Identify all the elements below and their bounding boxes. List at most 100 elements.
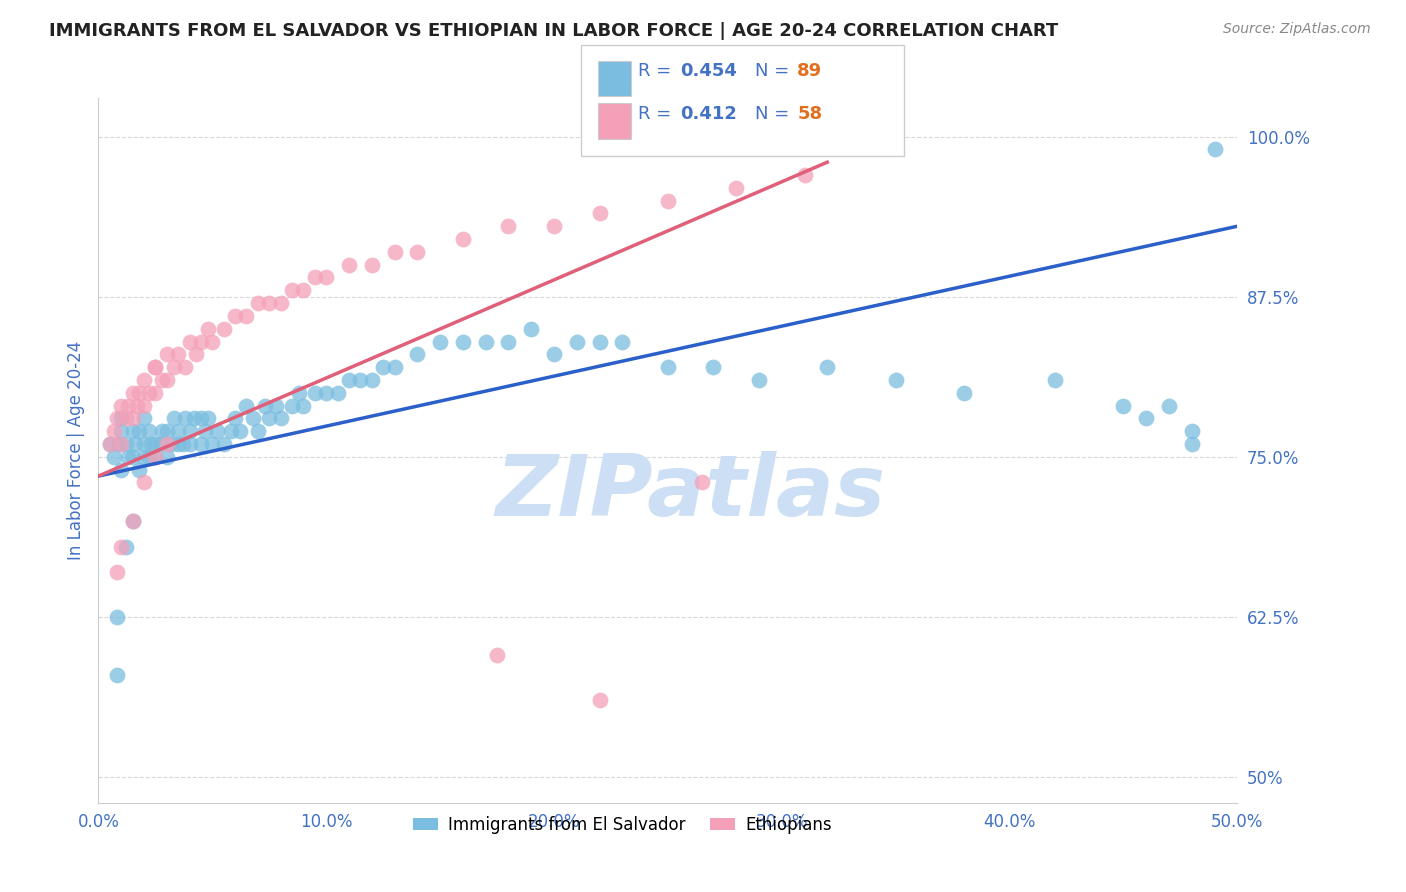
Point [132,373,155,387]
Point [612,334,634,349]
Point [194,424,217,438]
Legend: Immigrants from El Salvador, Ethiopians: Immigrants from El Salvador, Ethiopians [406,809,838,840]
Point [264,399,287,413]
Text: R =: R = [638,62,678,79]
Point [1181,424,1204,438]
Point [174,360,197,375]
Point [337,373,360,387]
Point [384,244,406,259]
Point [246,424,269,438]
Point [117,450,139,464]
Point [156,347,179,361]
Point [162,411,184,425]
Point [349,373,371,387]
Point [360,373,382,387]
Point [565,334,588,349]
Point [150,424,173,438]
Point [315,385,337,400]
Text: N =: N = [755,62,794,79]
Point [150,373,173,387]
Point [259,296,281,310]
Point [156,424,179,438]
Point [384,360,406,375]
Point [121,514,143,528]
Point [114,437,136,451]
Point [103,424,125,438]
Point [117,399,139,413]
Point [543,219,565,234]
Point [110,463,132,477]
Text: IMMIGRANTS FROM EL SALVADOR VS ETHIOPIAN IN LABOR FORCE | AGE 20-24 CORRELATION : IMMIGRANTS FROM EL SALVADOR VS ETHIOPIAN… [49,22,1059,40]
Point [281,399,304,413]
Point [292,399,315,413]
Point [105,610,128,624]
Point [212,322,235,336]
Point [1157,399,1180,413]
Point [138,424,160,438]
Point [105,411,128,425]
Point [288,385,311,400]
Point [270,411,292,425]
Point [132,399,155,413]
Point [197,411,219,425]
Point [172,437,194,451]
Point [156,450,179,464]
Point [224,309,246,323]
Point [121,411,143,425]
Point [451,334,474,349]
Point [190,334,212,349]
Point [98,437,121,451]
Point [253,399,276,413]
Point [498,219,520,234]
Point [183,411,205,425]
Point [326,385,349,400]
Point [815,360,838,375]
Point [186,347,208,361]
Point [114,540,136,554]
Text: Source: ZipAtlas.com: Source: ZipAtlas.com [1223,22,1371,37]
Text: ZIPatlas: ZIPatlas [495,451,886,534]
Point [690,475,713,490]
Point [371,360,394,375]
Point [1043,373,1066,387]
Point [657,360,679,375]
Point [406,347,429,361]
Point [128,463,150,477]
Point [167,437,190,451]
Point [103,450,125,464]
Point [156,437,179,451]
Point [138,450,160,464]
Point [145,360,167,375]
Point [292,283,315,297]
Text: 0.412: 0.412 [681,104,737,122]
Point [110,424,132,438]
Point [748,373,770,387]
Point [337,258,360,272]
Point [224,411,246,425]
Point [588,206,610,220]
Text: 89: 89 [797,62,823,79]
Point [201,437,224,451]
Point [474,334,496,349]
Point [105,565,128,579]
Point [235,309,257,323]
Point [205,424,228,438]
Point [110,399,132,413]
Point [793,168,815,182]
Point [139,437,162,451]
Point [174,411,197,425]
Point [145,437,167,451]
Point [114,411,136,425]
Point [406,244,429,259]
Point [167,347,190,361]
Point [179,334,201,349]
Point [121,424,143,438]
Point [128,424,150,438]
Point [138,385,160,400]
Point [121,450,143,464]
Point [105,667,128,681]
Point [725,181,748,195]
Point [498,334,520,349]
Point [212,437,235,451]
Point [246,296,269,310]
